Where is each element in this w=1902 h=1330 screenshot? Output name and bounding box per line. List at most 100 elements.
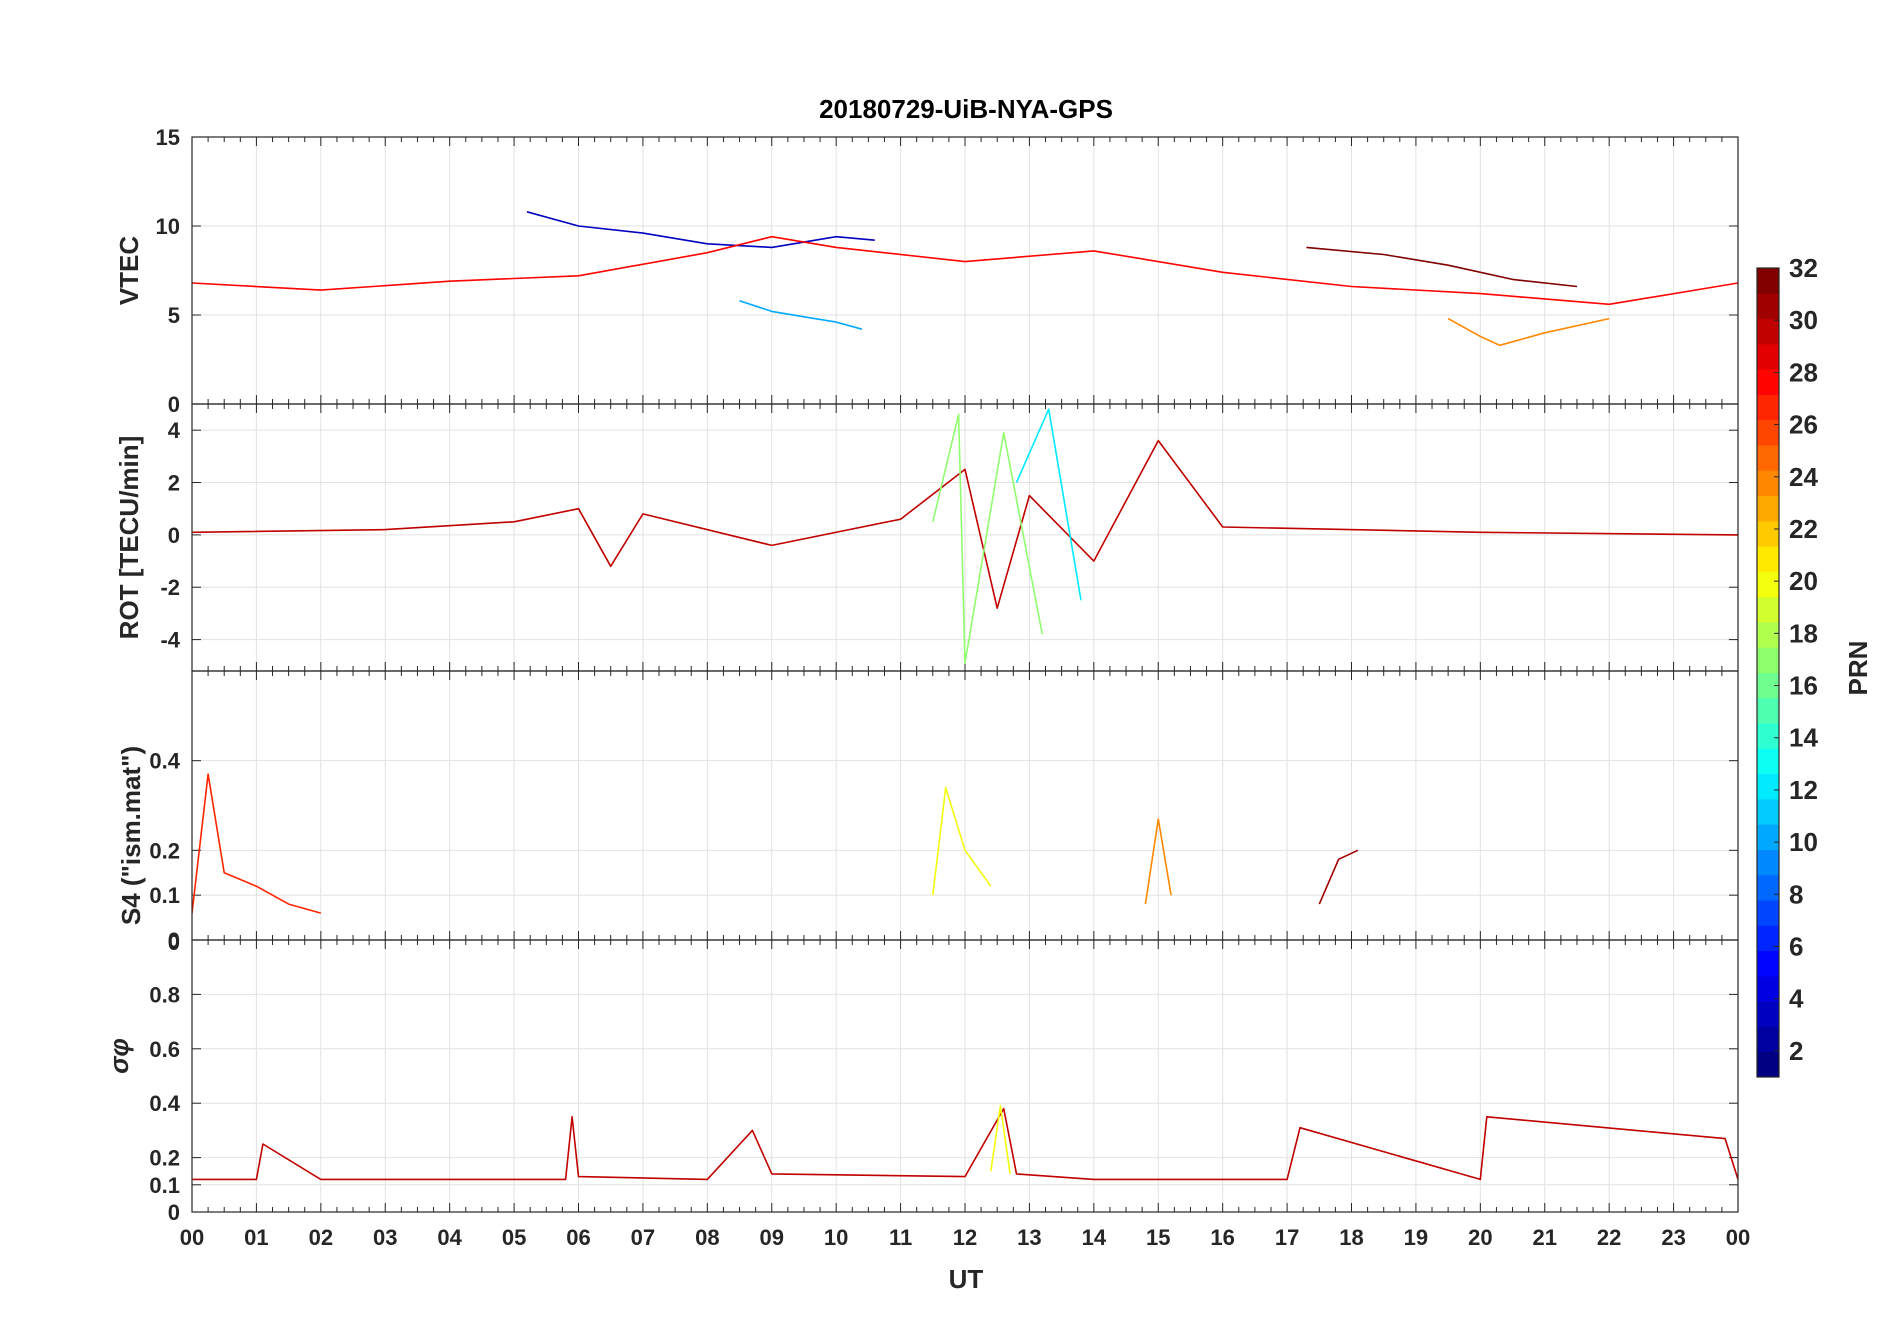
y-tick-label: 0.2 [149,1146,180,1171]
colorbar-tick-label: 24 [1789,462,1818,492]
series-group [192,408,1738,664]
colorbar-swatch [1757,1001,1779,1027]
colorbar-swatch [1757,748,1779,775]
y-tick-label: -2 [160,575,180,600]
x-tick-label: 23 [1661,1225,1685,1250]
series-line-prn-20 [932,786,992,896]
x-tick-label: 06 [566,1225,590,1250]
x-tick-label: 16 [1210,1225,1234,1250]
colorbar-swatch [1757,546,1779,572]
axes-frame [191,939,1739,1213]
colorbar-swatch [1757,419,1779,446]
y-tick-label: 2 [168,471,180,496]
y-axis-label: S4 ("ism.mat") [116,746,146,925]
colorbar-swatch [1757,369,1779,395]
y-tick-label: 5 [168,303,180,328]
x-tick-label: 02 [309,1225,333,1250]
x-tick-label: 19 [1404,1225,1428,1250]
colorbar-swatch [1757,621,1779,648]
series-line-prn-12 [1015,408,1082,601]
x-tick-label: 15 [1146,1225,1170,1250]
x-tick-label: 11 [889,1225,912,1250]
colorbar-tick-label: 6 [1789,932,1803,962]
colorbar-swatch [1757,874,1779,901]
colorbar-tick-label: 12 [1789,775,1818,805]
colorbar-swatch [1757,1051,1779,1078]
colorbar-tick-label: 8 [1789,879,1803,909]
series-line-prn-17 [932,413,1044,664]
x-tick-label: 13 [1017,1225,1041,1250]
figure-title: 20180729-UiB-NYA-GPS [819,94,1113,124]
colorbar-swatch [1757,824,1779,850]
y-tick-label: 0.4 [149,1091,180,1116]
sigma-phi-panel: 00.10.2 0.4 0.6 0.8 σφ [104,939,1739,1225]
x-tick-label: 18 [1339,1225,1363,1250]
colorbar-swatch [1757,723,1779,749]
colorbar-swatch [1757,672,1779,699]
colorbar-swatch [1757,520,1779,547]
colorbar-tick-label: 2 [1789,1036,1803,1066]
colorbar-swatch [1757,571,1779,598]
colorbar-tick-label: 28 [1789,357,1818,387]
x-tick-label: 21 [1533,1225,1557,1250]
y-tick-label: 0.1 [149,1173,180,1198]
colorbar-swatch [1757,950,1779,977]
colorbar-swatch [1757,394,1779,421]
x-tick-label: 00 [180,1225,204,1250]
series-line-prn-20 [990,1105,1011,1175]
colorbar-tick-label: 32 [1789,253,1818,283]
colorbar-tick-label: 16 [1789,671,1818,701]
y-tick-label: 0 [168,1200,180,1225]
y-tick-label: 0 [168,928,180,953]
colorbar-swatch [1757,1026,1779,1053]
x-tick-label: 05 [502,1225,526,1250]
series-line-prn-30 [192,439,1738,609]
y-tick-label: -4 [160,628,180,653]
colorbar-tick-label: 10 [1789,827,1818,857]
colorbar-swatch [1757,849,1779,876]
y-tick-label: 0 [168,930,180,955]
colorbar-swatch [1757,293,1779,320]
series-line-prn-3 [526,211,875,249]
x-tick-label: 20 [1468,1225,1492,1250]
x-tick-label: 09 [760,1225,784,1250]
x-tick-label: 12 [953,1225,977,1250]
x-tick-label: 00 [1726,1225,1750,1250]
series-line-prn-30 [192,1107,1738,1181]
series-line-prn-32 [1306,246,1578,288]
series-line-prn-24 [1447,317,1610,347]
colorbar-tick-label: 4 [1789,984,1804,1014]
colorbar-label: PRN [1843,641,1873,696]
y-tick-label: 10 [156,214,180,239]
y-tick-label: 0.4 [149,749,180,774]
x-tick-label: 07 [631,1225,655,1250]
y-axis-label: ROT [TECU/min] [114,436,144,640]
series-group [192,773,1359,914]
x-tick-label: 08 [695,1225,719,1250]
series-line-prn-10 [739,300,863,330]
colorbar-tick-label: 18 [1789,618,1818,648]
colorbar-swatch [1757,697,1779,724]
colorbar-swatch [1757,596,1779,623]
colorbar-swatch [1757,268,1779,294]
x-tick-label: 14 [1082,1225,1107,1250]
y-tick-label: 0.1 [149,883,180,908]
x-tick-label: 10 [824,1225,848,1250]
series-line-prn-31 [1318,849,1359,905]
y-tick-label: 0 [168,523,180,548]
colorbar-tick-label: 14 [1789,723,1818,753]
x-tick-label: 03 [373,1225,397,1250]
colorbar-swatch [1757,318,1779,345]
series-line-prn-27 [192,773,322,914]
colorbar-tick-label: 30 [1789,305,1818,335]
series-group [192,211,1738,347]
vtec-panel: 0 5 10 15 VTEC [114,125,1739,417]
colorbar-swatch [1757,343,1779,370]
x-axis: 00 01 02 03 04 05 06 07 08 09 10 11 12 13 14 15 16 17 18 19… [180,1225,1750,1250]
x-axis-label: UT [949,1264,984,1294]
colorbar-swatch [1757,495,1779,522]
colorbar-swatch [1757,900,1779,926]
colorbar-tick-label: 20 [1789,566,1818,596]
